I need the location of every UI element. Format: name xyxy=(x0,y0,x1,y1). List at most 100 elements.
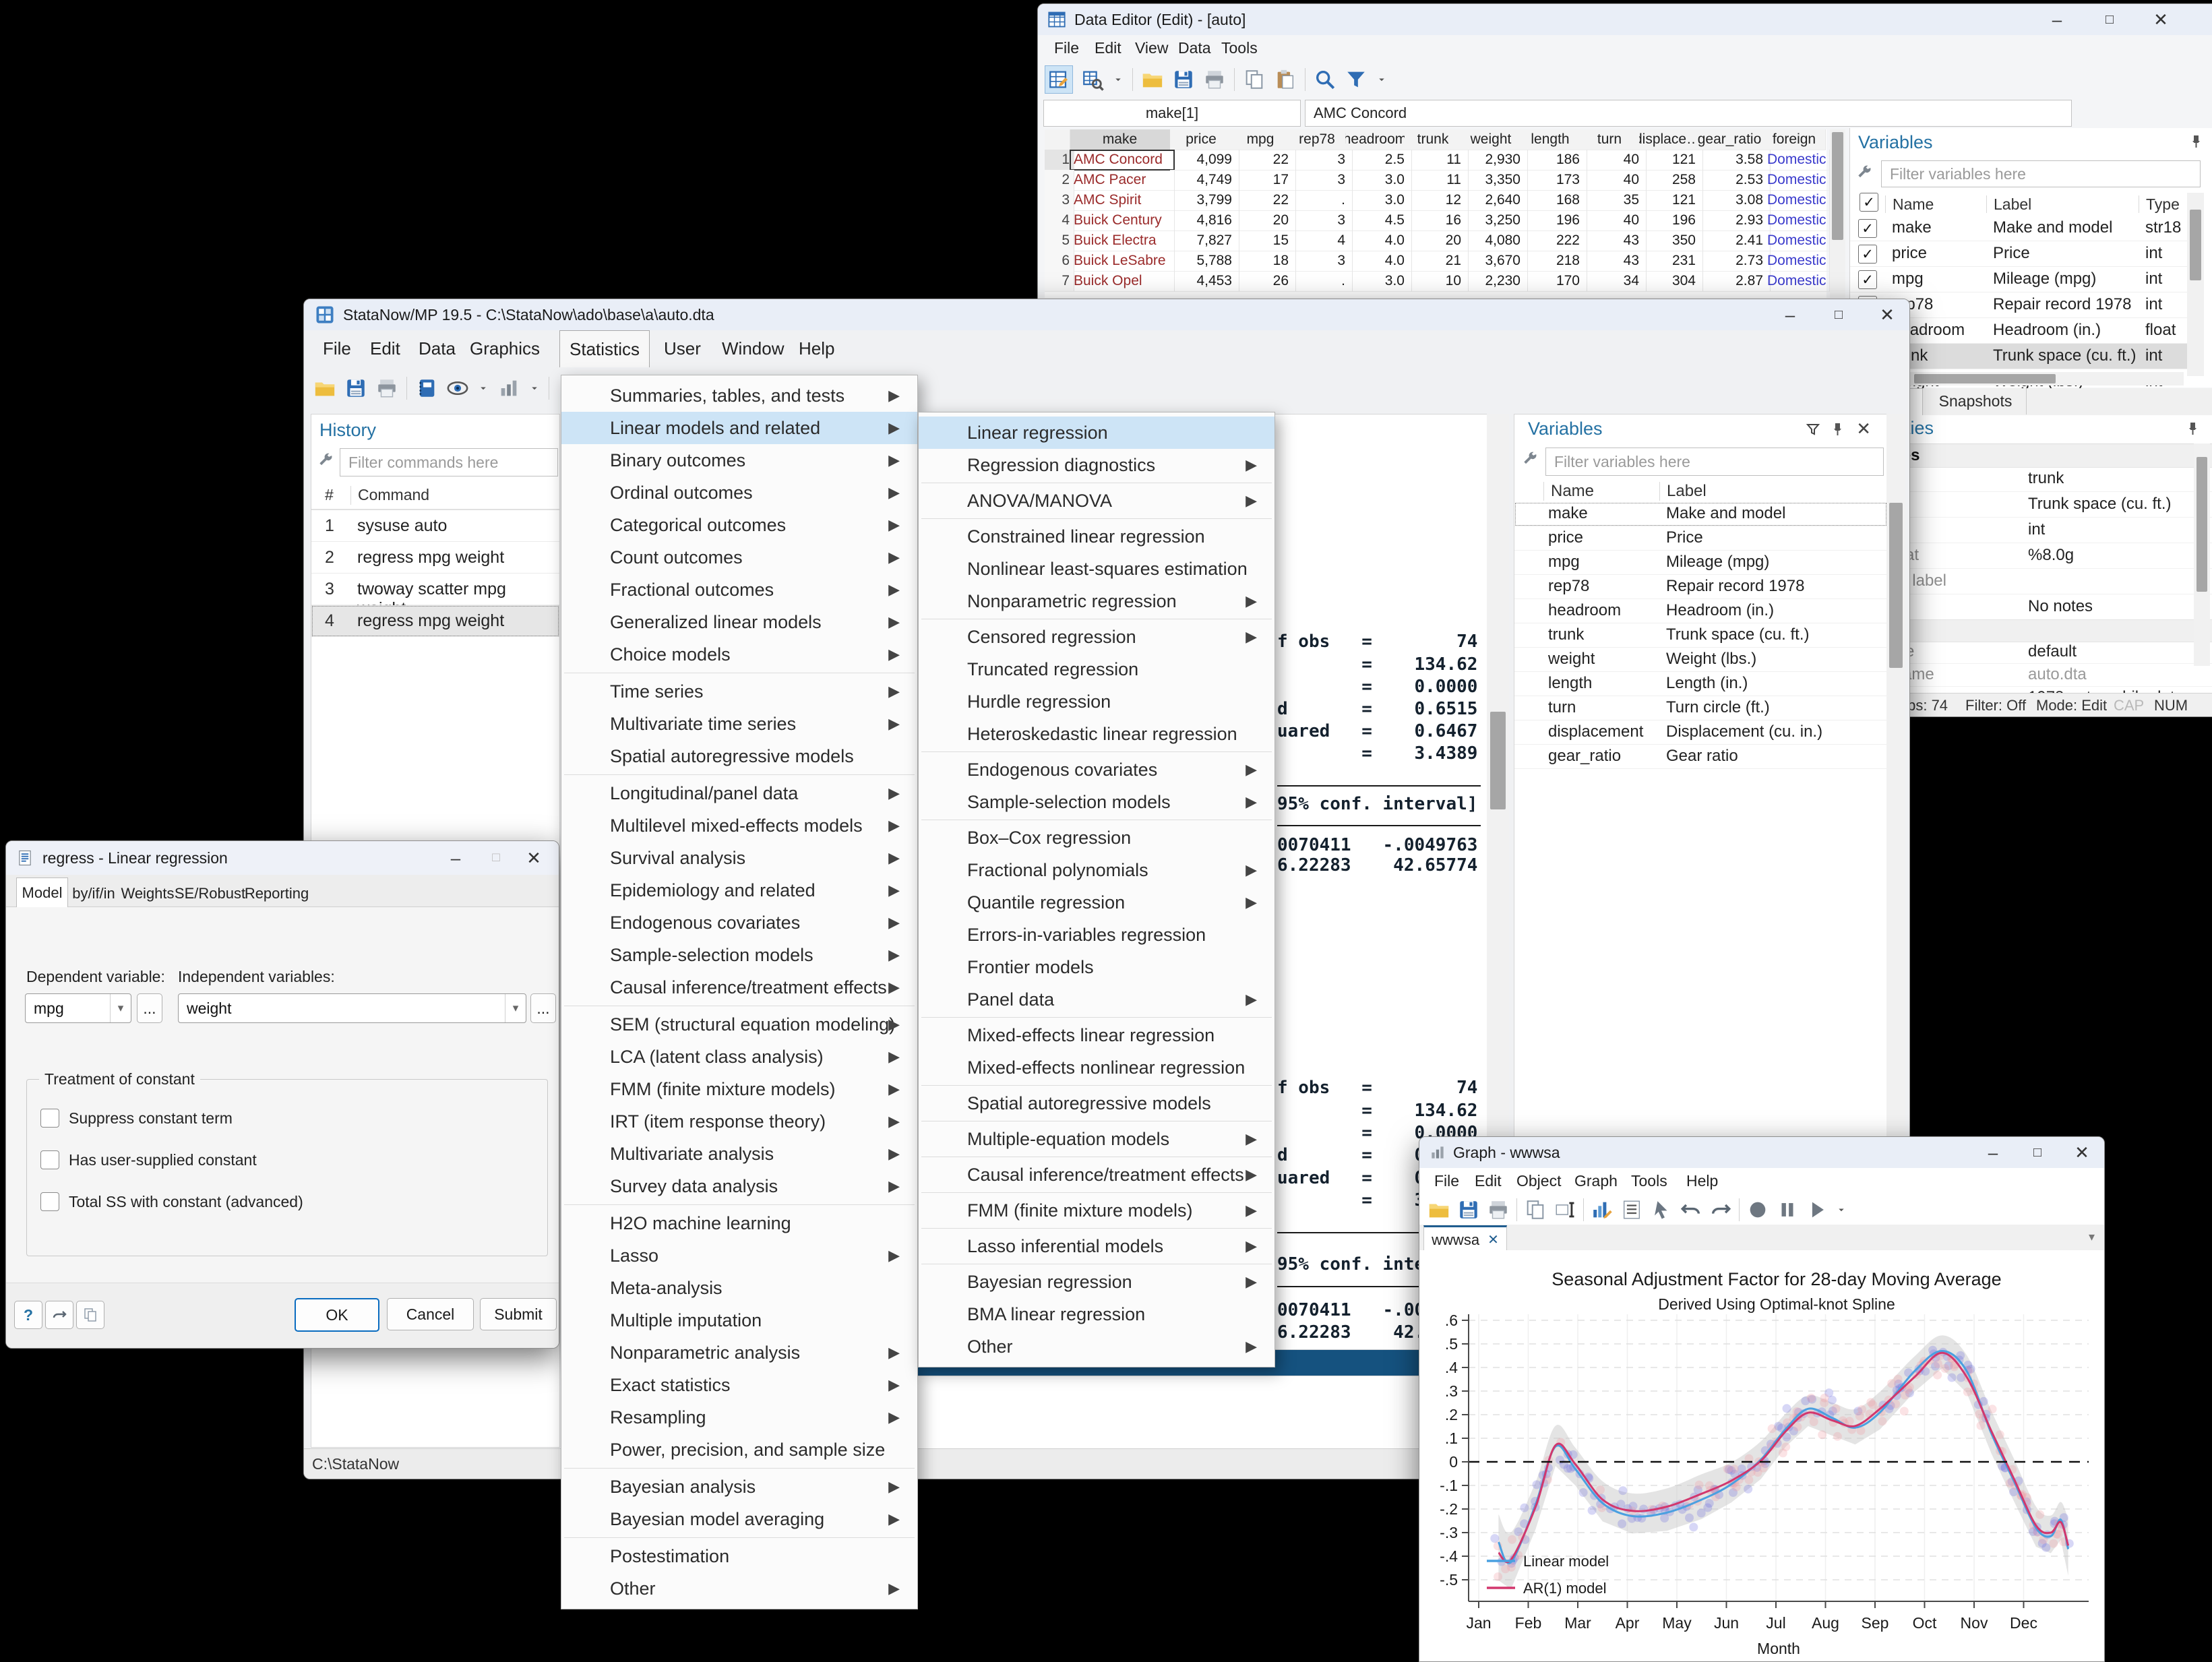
variables-col-name[interactable]: Name xyxy=(1543,482,1594,501)
pin-icon[interactable] xyxy=(2184,421,2201,437)
menu-item-multilevel-mixed-effects-models[interactable]: Multilevel mixed-effects models ▶ xyxy=(561,809,917,842)
copy-command-button[interactable] xyxy=(76,1301,104,1329)
print-icon[interactable] xyxy=(1487,1198,1510,1221)
menu-item-irt-item-response-theory-[interactable]: IRT (item response theory) ▶ xyxy=(561,1105,917,1138)
menu-item-hurdle-regression[interactable]: Hurdle regression xyxy=(919,685,1274,718)
cell[interactable]: AMC Concord xyxy=(1070,150,1175,171)
cell[interactable]: 121 xyxy=(1639,190,1703,211)
cell[interactable]: 222 xyxy=(1520,230,1587,251)
data-grid[interactable]: make price mpg rep78 headroom trunk weight leng… xyxy=(1045,129,1830,298)
menu-item-fmm-finite-mixture-models-[interactable]: FMM (finite mixture models) ▶ xyxy=(561,1073,917,1105)
cell[interactable]: 3,799 xyxy=(1170,190,1239,211)
row-number[interactable]: 1 xyxy=(1045,150,1074,171)
cell[interactable]: 20 xyxy=(1232,210,1296,231)
menu-item-multivariate-analysis[interactable]: Multivariate analysis ▶ xyxy=(561,1138,917,1170)
menu-graphics[interactable]: Graphics xyxy=(470,338,541,359)
de-col-name[interactable]: Name xyxy=(1885,195,1934,213)
cell[interactable]: 11 xyxy=(1405,170,1469,191)
tab-model[interactable]: Model xyxy=(16,878,68,907)
de-variables-scrollbar[interactable] xyxy=(2187,193,2204,376)
menu-item-fractional-polynomials[interactable]: Fractional polynomials ▶ xyxy=(919,854,1274,886)
checkbox-icon[interactable]: ✓ xyxy=(1858,245,1877,264)
cell[interactable]: 20 xyxy=(1405,230,1469,251)
graph-tab[interactable]: wwwsa ✕ xyxy=(1423,1225,1507,1252)
cell[interactable]: 3 xyxy=(1289,210,1353,231)
cell[interactable]: 4,816 xyxy=(1170,210,1239,231)
cell[interactable]: 196 xyxy=(1639,210,1703,231)
menu-item-meta-analysis[interactable]: Meta-analysis xyxy=(561,1272,917,1304)
cell[interactable]: 43 xyxy=(1580,251,1647,272)
menu-item-sample-selection-models[interactable]: Sample-selection models ▶ xyxy=(919,786,1274,818)
dropdown-caret-icon[interactable] xyxy=(528,382,541,394)
menu-item-postestimation[interactable]: Postestimation xyxy=(561,1540,917,1572)
menu-item-endogenous-covariates[interactable]: Endogenous covariates ▶ xyxy=(919,753,1274,786)
cell[interactable]: 2.53 xyxy=(1696,170,1771,191)
close-button[interactable]: ✕ xyxy=(1880,304,1895,325)
save-icon[interactable] xyxy=(1172,68,1195,91)
menu-item-linear-regression[interactable]: Linear regression xyxy=(919,417,1274,449)
checkbox-icon[interactable]: ✓ xyxy=(1858,219,1877,238)
menu-item-binary-outcomes[interactable]: Binary outcomes ▶ xyxy=(561,444,917,476)
cell[interactable]: 350 xyxy=(1639,230,1703,251)
menu-help[interactable]: Help xyxy=(1686,1171,1719,1190)
variable-row[interactable]: ✓ mpg Mileage (mpg) int xyxy=(1850,267,2187,293)
menu-edit[interactable]: Edit xyxy=(1095,38,1122,57)
cell[interactable]: . xyxy=(1289,190,1353,211)
search-icon[interactable] xyxy=(1314,68,1337,91)
cell[interactable]: 2,640 xyxy=(1461,190,1528,211)
cell[interactable]: 3.0 xyxy=(1345,190,1412,211)
menu-item-quantile-regression[interactable]: Quantile regression ▶ xyxy=(919,886,1274,919)
menu-item-survival-analysis[interactable]: Survival analysis ▶ xyxy=(561,842,917,874)
checkbox-icon[interactable]: ✓ xyxy=(1858,270,1877,289)
cell[interactable]: 4,099 xyxy=(1170,150,1239,171)
cell[interactable]: 3 xyxy=(1289,170,1353,191)
column-header-length[interactable]: length xyxy=(1520,129,1580,150)
column-header-gear_ratio[interactable]: gear_ratio xyxy=(1696,129,1764,150)
cell[interactable]: Domestic xyxy=(1763,150,1830,171)
cell[interactable]: Domestic xyxy=(1763,251,1830,272)
menu-item-generalized-linear-models[interactable]: Generalized linear models ▶ xyxy=(561,606,917,638)
menu-item-mixed-effects-nonlinear-regression[interactable]: Mixed-effects nonlinear regression xyxy=(919,1051,1274,1084)
paste-icon[interactable] xyxy=(1274,68,1297,91)
checkbox-row[interactable]: Total SS with constant (advanced) xyxy=(40,1192,303,1211)
copy-icon[interactable] xyxy=(1243,68,1266,91)
checkbox-row[interactable]: Suppress constant term xyxy=(40,1109,233,1128)
menu-file[interactable]: File xyxy=(1054,38,1080,57)
menu-item-frontier-models[interactable]: Frontier models xyxy=(919,951,1274,983)
menu-item-other[interactable]: Other ▶ xyxy=(919,1330,1274,1363)
menu-item-constrained-linear-regression[interactable]: Constrained linear regression xyxy=(919,520,1274,553)
variable-row[interactable]: make Make and model xyxy=(1514,502,1887,526)
menu-item-nonparametric-regression[interactable]: Nonparametric regression ▶ xyxy=(919,585,1274,617)
table-browse-icon[interactable] xyxy=(1081,68,1104,91)
cell[interactable]: 3,670 xyxy=(1461,251,1528,272)
close-tab-icon[interactable]: ✕ xyxy=(1487,1233,1499,1248)
cell[interactable]: 2.73 xyxy=(1696,251,1771,272)
dependent-variable-combo[interactable]: mpg ▾ xyxy=(25,993,131,1023)
menu-item-other[interactable]: Other ▶ xyxy=(561,1572,917,1605)
cell[interactable]: Domestic xyxy=(1763,271,1830,292)
cell[interactable]: 168 xyxy=(1520,190,1587,211)
cell[interactable]: 196 xyxy=(1520,210,1587,231)
cell[interactable]: 15 xyxy=(1232,230,1296,251)
minimize-button[interactable]: – xyxy=(1785,304,1795,325)
variable-row[interactable]: price Price xyxy=(1514,526,1887,551)
menu-item-multiple-imputation[interactable]: Multiple imputation xyxy=(561,1304,917,1336)
cell[interactable]: Buick Electra xyxy=(1070,230,1175,251)
menu-view[interactable]: View xyxy=(1135,38,1169,57)
cell[interactable]: 22 xyxy=(1232,190,1296,211)
record-icon[interactable] xyxy=(1746,1198,1769,1221)
menu-item-bayesian-model-averaging[interactable]: Bayesian model averaging ▶ xyxy=(561,1503,917,1535)
cell[interactable]: Buick Opel xyxy=(1070,271,1175,292)
variable-row[interactable]: ✓ price Price int xyxy=(1850,241,2187,267)
row-number[interactable]: 2 xyxy=(1045,170,1074,191)
cell[interactable]: 7,827 xyxy=(1170,230,1239,251)
cell[interactable]: Domestic xyxy=(1763,210,1830,231)
menu-item-lasso[interactable]: Lasso ▶ xyxy=(561,1239,917,1272)
menu-item-count-outcomes[interactable]: Count outcomes ▶ xyxy=(561,541,917,574)
menu-tools[interactable]: Tools xyxy=(1221,38,1258,57)
cell[interactable]: Domestic xyxy=(1763,230,1830,251)
variable-row[interactable]: turn Turn circle (ft.) xyxy=(1514,696,1887,720)
column-header-foreign[interactable]: foreign xyxy=(1763,129,1826,150)
menu-item-truncated-regression[interactable]: Truncated regression xyxy=(919,653,1274,685)
checkbox-unchecked-icon[interactable] xyxy=(40,1150,59,1169)
